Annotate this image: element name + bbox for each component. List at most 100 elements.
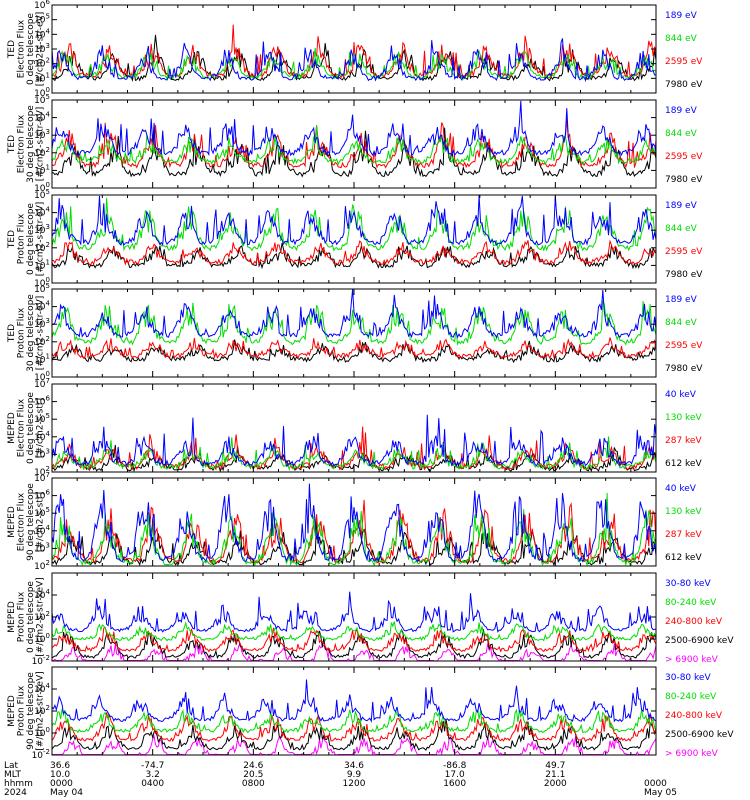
legend-entry: 2595 eV bbox=[665, 57, 703, 67]
legend-entry: 7980 eV bbox=[665, 80, 703, 90]
y-tick-label: 107 bbox=[34, 471, 50, 484]
series-line-3-2 bbox=[51, 239, 657, 266]
y-axis-label: MEPEDProton Flux0 deg telescope[#/cm2-s-… bbox=[7, 577, 46, 656]
series-line-7-5 bbox=[51, 591, 657, 633]
x-column-value: 21.1 bbox=[545, 770, 565, 780]
y-tick-label: 103 bbox=[34, 541, 50, 554]
panel-frame bbox=[51, 572, 657, 662]
legend-entry: 189 eV bbox=[665, 295, 698, 305]
series-line-6-2 bbox=[51, 499, 657, 564]
legend-entry: 80-240 keV bbox=[665, 598, 717, 608]
y-tick-label: 100 bbox=[34, 86, 50, 99]
y-tick-label: 104 bbox=[34, 588, 50, 601]
y-tick-label: 100 bbox=[34, 276, 50, 289]
y-axis-label: MEPEDElectron Flux0 deg telescope[#/cm2-… bbox=[7, 392, 46, 464]
y-tick-label: 104 bbox=[34, 206, 50, 219]
series-line-8-2 bbox=[51, 719, 657, 751]
x-column-value: May 05 bbox=[644, 788, 677, 798]
legend-entry: 287 keV bbox=[665, 530, 702, 540]
y-axis-label: TEDElectron Flux30 deg telescope[#/cm2-s… bbox=[7, 105, 46, 183]
y-tick-label: 100 bbox=[34, 370, 50, 383]
x-row-label: 2024 bbox=[4, 788, 27, 798]
series-line-3-4 bbox=[51, 195, 657, 247]
legend-entry: 844 eV bbox=[665, 129, 698, 139]
series-line-4-4 bbox=[51, 289, 657, 339]
legend-entry: > 6900 keV bbox=[665, 749, 719, 759]
x-column-value: 3.2 bbox=[146, 770, 160, 780]
y-tick-label: 101 bbox=[34, 352, 50, 365]
y-tick-label: 102 bbox=[34, 146, 50, 159]
x-column-value: 1600 bbox=[443, 779, 466, 789]
y-tick-label: 107 bbox=[34, 377, 50, 390]
y-tick-label: 102 bbox=[34, 335, 50, 348]
y-tick-label: 10-2 bbox=[32, 654, 50, 667]
legend-entry: 612 keV bbox=[665, 553, 702, 563]
legend-entry: 130 keV bbox=[665, 413, 702, 423]
y-tick-label: 103 bbox=[34, 317, 50, 330]
y-tick-label: 101 bbox=[34, 71, 50, 84]
legend-entry: 7980 eV bbox=[665, 270, 703, 280]
y-tick-label: 103 bbox=[34, 128, 50, 141]
legend-entry: 7980 eV bbox=[665, 175, 703, 185]
legend-entry: 240-800 keV bbox=[665, 711, 723, 721]
panel-frame bbox=[51, 99, 657, 189]
y-axis-label: MEPEDProton Flux90 deg telescope[#/cm2-s… bbox=[7, 671, 46, 750]
legend-entry: 240-800 keV bbox=[665, 617, 723, 627]
y-tick-label: 102 bbox=[34, 241, 50, 254]
series-line-2-1 bbox=[51, 127, 657, 178]
y-tick-label: 102 bbox=[34, 465, 50, 478]
series-line-1-4 bbox=[51, 38, 657, 83]
y-tick-label: 105 bbox=[34, 506, 50, 519]
legend-entry: 844 eV bbox=[665, 224, 698, 234]
series-line-8-3 bbox=[51, 712, 657, 743]
legend-entry: 2595 eV bbox=[665, 152, 703, 162]
y-tick-label: 102 bbox=[34, 559, 50, 572]
series-line-7-4 bbox=[51, 620, 657, 642]
x-column-value: 0800 bbox=[242, 779, 265, 789]
y-tick-label: 106 bbox=[34, 395, 50, 408]
series-line-3-3 bbox=[51, 197, 657, 252]
y-tick-label: 104 bbox=[34, 27, 50, 40]
series-line-2-4 bbox=[51, 100, 657, 157]
legend-entry: 40 keV bbox=[665, 484, 697, 494]
y-tick-label: 100 bbox=[34, 726, 50, 739]
x-column-value: 49.7 bbox=[545, 761, 565, 771]
x-row-label: Lat bbox=[4, 761, 19, 771]
series-line-2-2 bbox=[51, 119, 657, 169]
x-column-value: 34.6 bbox=[344, 761, 364, 771]
legend-entry: 30-80 keV bbox=[665, 579, 711, 589]
series-line-5-3 bbox=[51, 436, 657, 471]
y-axis-label: MEPEDElectron Flux90 deg telescope[#/cm2… bbox=[7, 483, 46, 561]
legend-entry: 80-240 keV bbox=[665, 692, 717, 702]
y-tick-label: 102 bbox=[34, 57, 50, 70]
legend-entry: 7980 eV bbox=[665, 364, 703, 374]
legend-entry: 189 eV bbox=[665, 201, 698, 211]
legend-entry: 189 eV bbox=[665, 11, 698, 21]
legend-entry: 189 eV bbox=[665, 106, 698, 116]
legend-entry: 130 keV bbox=[665, 507, 702, 517]
series-line-2-3 bbox=[51, 125, 657, 166]
x-column-value: 36.6 bbox=[50, 761, 70, 771]
y-tick-label: 104 bbox=[34, 300, 50, 313]
legend-entry: 2500-6900 keV bbox=[665, 730, 734, 740]
x-column-value: 0000 bbox=[644, 779, 667, 789]
y-tick-label: 100 bbox=[34, 632, 50, 645]
series-line-6-4 bbox=[51, 483, 657, 563]
y-tick-label: 10-2 bbox=[32, 748, 50, 761]
x-column-value: -86.8 bbox=[443, 761, 467, 771]
legend-entry: 844 eV bbox=[665, 318, 698, 328]
y-axis-label: TEDElectron Flux0 deg telescope[#/cm2-s-… bbox=[7, 12, 46, 87]
legend-entry: 2595 eV bbox=[665, 341, 703, 351]
panel-5: 102 103 104 105 106 107 MEPEDElectron Flux0 de… bbox=[7, 377, 702, 478]
legend-entry: 844 eV bbox=[665, 34, 698, 44]
x-row-label: MLT bbox=[4, 770, 22, 780]
legend-entry: 2595 eV bbox=[665, 247, 703, 257]
y-tick-label: 103 bbox=[34, 447, 50, 460]
y-tick-label: 105 bbox=[34, 282, 50, 295]
x-column-value: 0000 bbox=[50, 779, 73, 789]
